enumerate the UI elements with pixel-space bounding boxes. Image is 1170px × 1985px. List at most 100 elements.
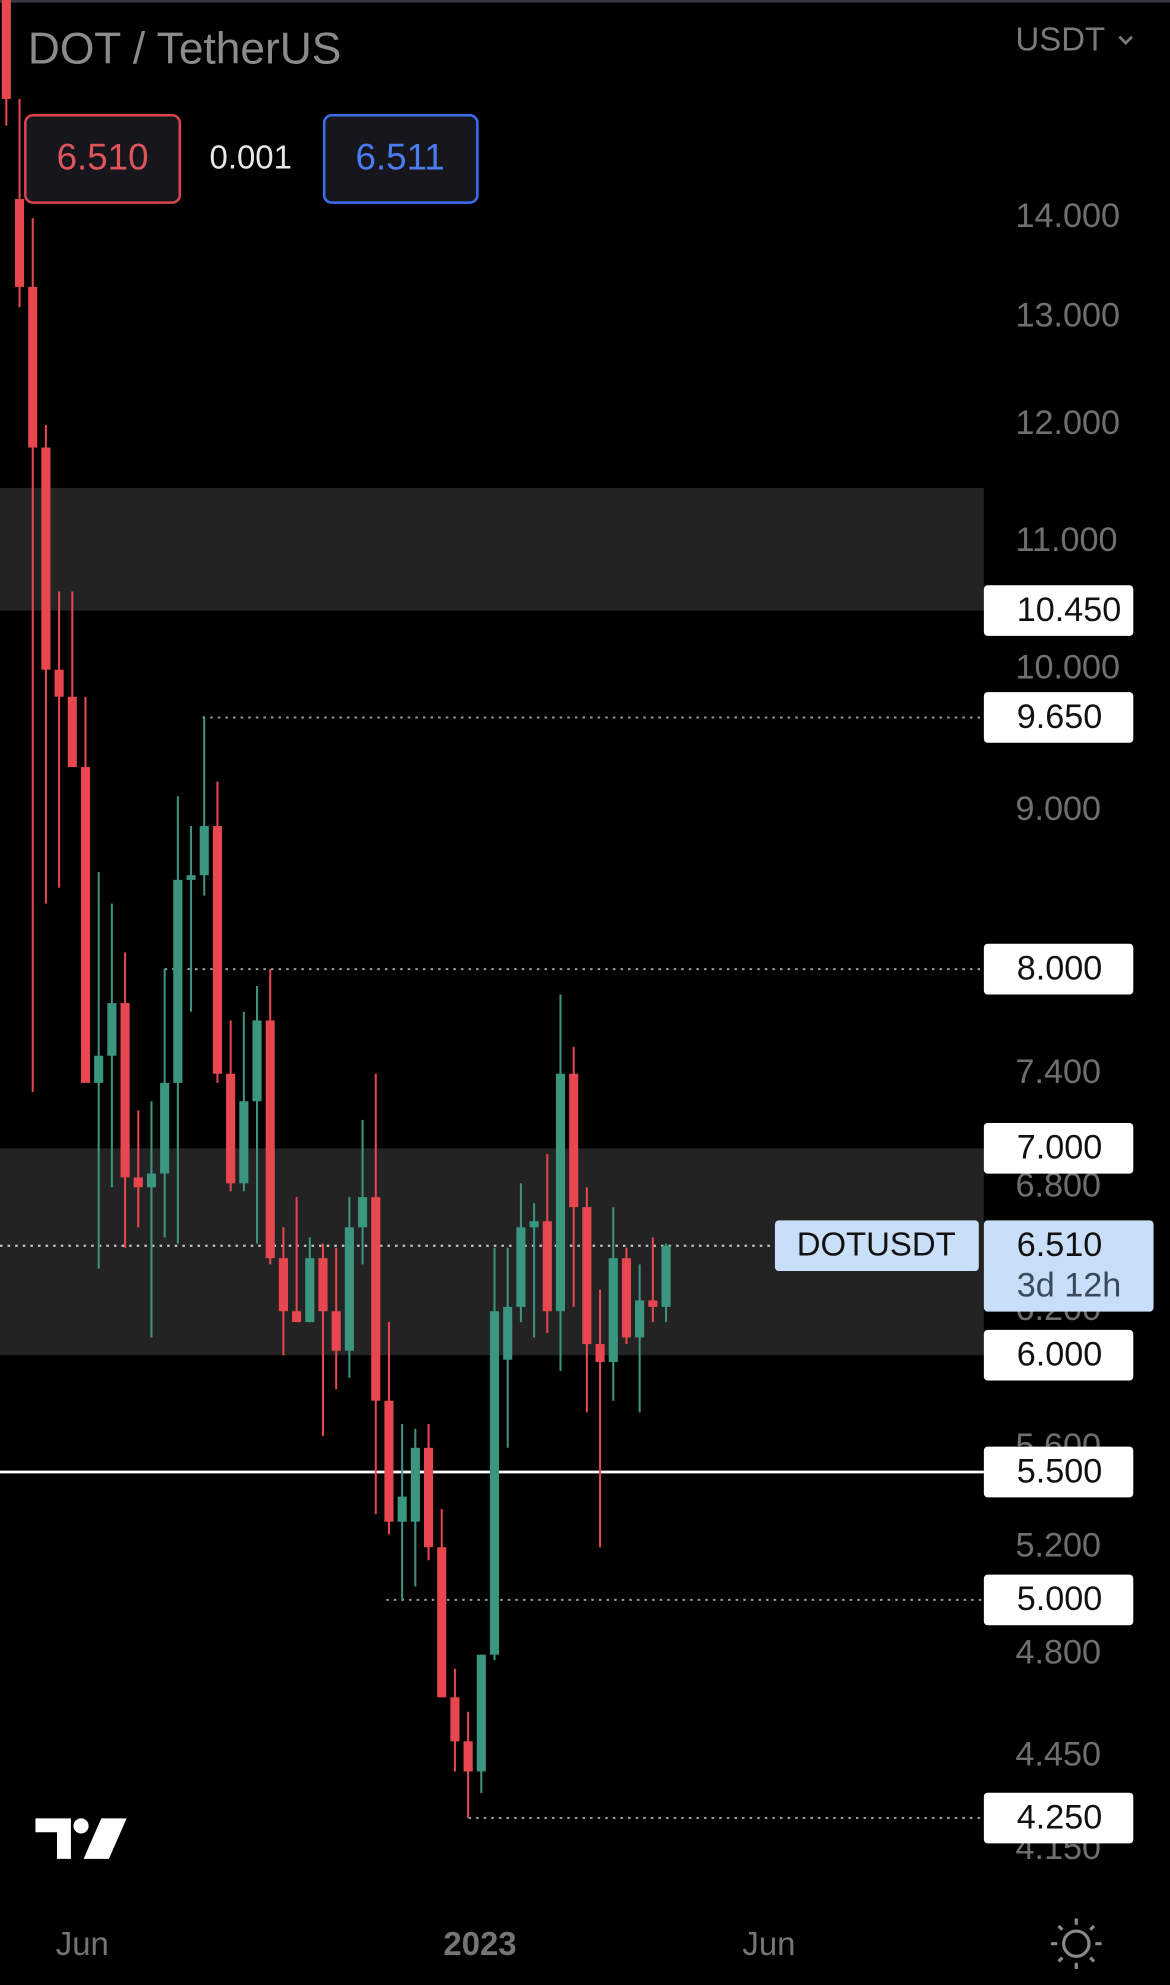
- candle-body: [384, 1400, 394, 1522]
- logo-part: [83, 1818, 127, 1859]
- level-box: [983, 1123, 1134, 1174]
- candle-body: [292, 1311, 302, 1323]
- symbol-box: [774, 1220, 979, 1272]
- level-label: 9.650: [1017, 698, 1103, 736]
- logo-part: [73, 1818, 89, 1834]
- candle-body: [54, 669, 64, 697]
- candle-body: [252, 1020, 262, 1102]
- x-tick-label: 2023: [443, 1925, 516, 1962]
- candle-body: [67, 696, 77, 768]
- currency-selector[interactable]: USDT: [1016, 21, 1106, 58]
- currency-chevron[interactable]: [1118, 35, 1133, 46]
- candle-body: [80, 767, 91, 1083]
- candle-body: [278, 1258, 288, 1312]
- candle-body: [239, 1101, 249, 1184]
- candle-body: [199, 826, 209, 876]
- candle-body: [358, 1197, 368, 1228]
- y-tick-label: 12.000: [1016, 404, 1121, 442]
- candle-body: [28, 286, 38, 448]
- level-label: 7.000: [1017, 1129, 1103, 1167]
- symbol-title: DOT / TetherUS: [28, 25, 341, 74]
- candle-body: [94, 1055, 104, 1083]
- candle-body: [463, 1741, 473, 1772]
- candle-body: [410, 1447, 420, 1522]
- candle-body: [437, 1547, 447, 1698]
- candle-body: [265, 1020, 275, 1259]
- level-label: 6.000: [1017, 1336, 1103, 1374]
- ask-button[interactable]: [322, 113, 479, 204]
- logo-part: [35, 1818, 71, 1859]
- candle-body: [608, 1258, 618, 1362]
- level-box: [983, 692, 1134, 743]
- candle-body: [503, 1306, 513, 1360]
- settings-icon[interactable]: [1050, 1918, 1102, 1970]
- level-box: [983, 585, 1134, 636]
- candle-body: [595, 1344, 605, 1362]
- candle-body: [318, 1258, 328, 1312]
- icon-part: [1062, 1929, 1091, 1958]
- ask-price[interactable]: 6.511: [356, 136, 445, 177]
- current-price-label: 6.510: [1017, 1226, 1103, 1264]
- candle-body: [371, 1197, 381, 1401]
- bid-button[interactable]: [24, 113, 182, 204]
- y-tick-label: 5.200: [1016, 1526, 1102, 1564]
- candle-body: [582, 1207, 592, 1345]
- x-tick-label: Jun: [742, 1925, 795, 1962]
- candle-body: [331, 1311, 341, 1351]
- candle-body: [397, 1496, 407, 1522]
- candle-body: [1, 0, 11, 99]
- icon-part: [1050, 1918, 1102, 1970]
- candle-body: [529, 1221, 539, 1228]
- candle-body: [423, 1447, 434, 1548]
- candle-body: [542, 1221, 552, 1312]
- level-box: [983, 943, 1134, 995]
- candles: [1, 0, 671, 1819]
- candle-body: [120, 1003, 130, 1178]
- candle-body: [226, 1073, 236, 1184]
- level-box: [983, 1574, 1134, 1626]
- spread: 0.001: [210, 138, 292, 175]
- candle-body: [14, 199, 25, 287]
- candle-body: [635, 1300, 645, 1338]
- time-axis: Jun 2023 Jun: [56, 1925, 796, 1962]
- candle-body: [476, 1654, 486, 1772]
- candle-body: [648, 1300, 658, 1307]
- candle-body: [621, 1258, 632, 1338]
- level-label: 10.450: [1017, 591, 1122, 629]
- candle-body: [344, 1227, 354, 1351]
- candle-body: [107, 1003, 117, 1056]
- candle-body: [450, 1697, 460, 1742]
- candle-body: [661, 1245, 671, 1307]
- y-tick-label: 4.450: [1016, 1735, 1102, 1773]
- level-labels: 10.450 9.650 8.000 7.000 6.000 5.500 5.000 4.25…: [774, 585, 1154, 1844]
- candle-body: [569, 1073, 579, 1208]
- candle-body: [489, 1311, 500, 1655]
- level-box: [983, 1446, 1134, 1498]
- level-label: 8.000: [1017, 949, 1103, 987]
- candle-body: [41, 447, 51, 670]
- top-border: [0, 0, 1170, 3]
- current-price-box: [983, 1220, 1154, 1312]
- y-tick-label: 10.000: [1016, 649, 1121, 687]
- bid-price[interactable]: 6.510: [57, 136, 149, 177]
- tradingview-logo[interactable]: [35, 1818, 127, 1859]
- countdown-label: 3d 12h: [1017, 1267, 1122, 1305]
- zone: [0, 487, 984, 611]
- candle-body: [555, 1073, 566, 1312]
- candle-body: [516, 1227, 526, 1307]
- x-tick-label: Jun: [56, 1925, 109, 1962]
- level-label: 5.500: [1017, 1452, 1103, 1490]
- y-tick-label: 4.800: [1016, 1634, 1102, 1672]
- candle-body: [146, 1173, 157, 1188]
- symbol-label: DOTUSDT: [797, 1226, 956, 1263]
- y-tick-label: 11.000: [1016, 521, 1118, 559]
- level-box: [983, 1792, 1134, 1844]
- y-tick-label: 7.400: [1016, 1053, 1102, 1091]
- y-tick-label: 9.000: [1016, 790, 1102, 828]
- candle-body: [133, 1177, 143, 1188]
- candle-body: [160, 1082, 170, 1174]
- candle-body: [186, 875, 196, 880]
- candle-body: [305, 1258, 315, 1323]
